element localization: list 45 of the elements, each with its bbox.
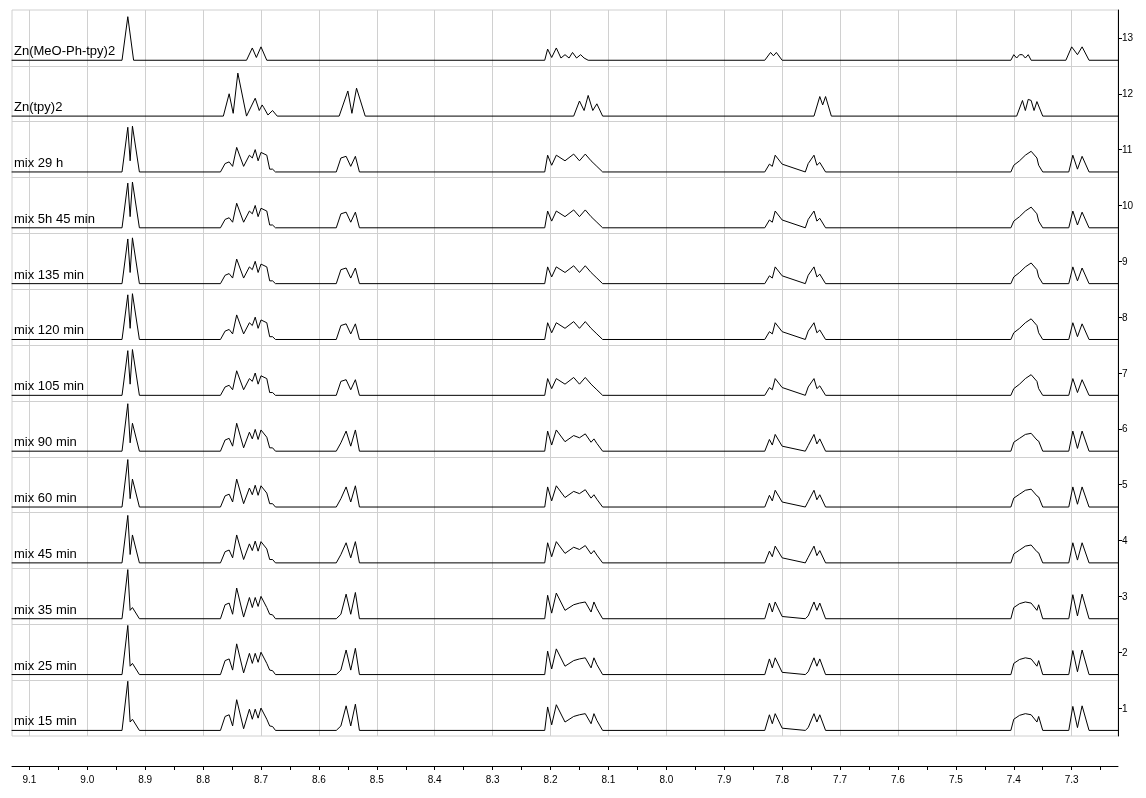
y-tick-label: 7 bbox=[1122, 367, 1128, 379]
y-tick-label: 1 bbox=[1122, 702, 1128, 714]
x-tick-label: 8.4 bbox=[427, 773, 443, 785]
y-tick-label: 11 bbox=[1122, 144, 1133, 156]
x-tick-label: 7.4 bbox=[1006, 773, 1022, 785]
x-tick-label: 8.5 bbox=[369, 773, 385, 785]
x-tick-label: 8.8 bbox=[196, 773, 211, 785]
x-tick-label: 8.1 bbox=[601, 773, 616, 785]
series-label: mix 35 min bbox=[14, 601, 77, 617]
y-tick-label: 6 bbox=[1122, 423, 1128, 435]
series-label: mix 29 h bbox=[14, 154, 64, 170]
x-tick-label: 8.6 bbox=[311, 773, 327, 785]
x-tick-label: 8.2 bbox=[543, 773, 558, 785]
x-tick-label: 7.3 bbox=[1064, 773, 1080, 785]
y-tick-label: 12 bbox=[1122, 88, 1134, 100]
series-label: mix 15 min bbox=[14, 713, 77, 729]
series-label: Zn(MeO-Ph-tpy)2 bbox=[14, 43, 116, 59]
series-label: mix 45 min bbox=[14, 545, 77, 561]
series-label: mix 25 min bbox=[14, 657, 77, 673]
x-tick-label: 7.7 bbox=[833, 773, 848, 785]
x-tick-label: 8.3 bbox=[485, 773, 500, 785]
y-tick-label: 3 bbox=[1122, 590, 1128, 602]
y-tick-label: 13 bbox=[1122, 32, 1134, 44]
x-tick-label: 7.8 bbox=[775, 773, 790, 785]
x-tick-label: 9.1 bbox=[22, 773, 37, 785]
x-tick-label: 7.5 bbox=[948, 773, 964, 785]
x-tick-label: 7.6 bbox=[891, 773, 906, 785]
y-tick-label: 8 bbox=[1122, 311, 1128, 323]
y-tick-label: 10 bbox=[1122, 199, 1134, 211]
series-label: mix 120 min bbox=[14, 322, 85, 338]
x-tick-label: 8.0 bbox=[659, 773, 674, 785]
x-tick-label: 9.0 bbox=[80, 773, 95, 785]
series-label: mix 90 min bbox=[14, 434, 77, 450]
x-tick-label: 7.9 bbox=[717, 773, 732, 785]
x-tick-label: 8.7 bbox=[254, 773, 269, 785]
y-tick-label: 5 bbox=[1122, 479, 1128, 491]
y-tick-label: 2 bbox=[1122, 646, 1128, 658]
series-label: mix 5h 45 min bbox=[14, 210, 95, 226]
y-tick-label: 9 bbox=[1122, 255, 1128, 267]
series-label: mix 135 min bbox=[14, 266, 85, 282]
x-tick-label: 8.9 bbox=[138, 773, 153, 785]
y-tick-label: 4 bbox=[1122, 535, 1128, 547]
series-label: mix 60 min bbox=[14, 490, 77, 506]
series-label: mix 105 min bbox=[14, 378, 85, 394]
series-label: Zn(tpy)2 bbox=[14, 99, 63, 115]
